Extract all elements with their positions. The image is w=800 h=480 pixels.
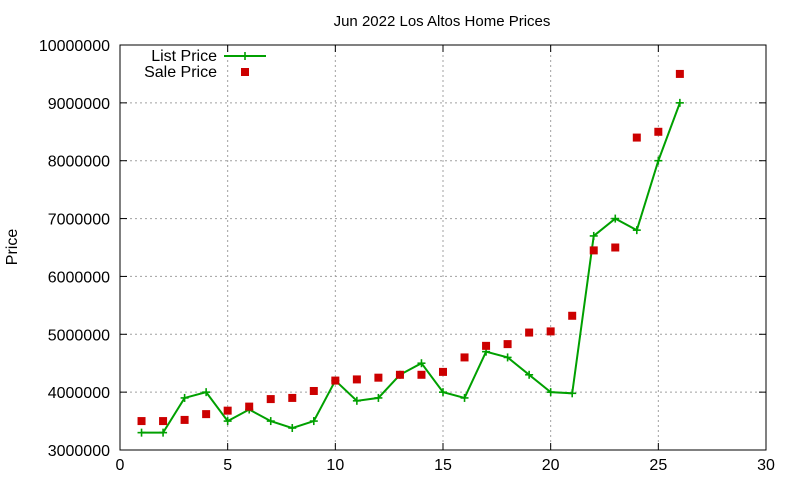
data-point-sale-price xyxy=(288,393,297,402)
data-point-sale-price xyxy=(374,373,383,382)
legend-label-sale-price: Sale Price xyxy=(144,64,217,81)
data-point-sale-price xyxy=(675,69,684,78)
data-point-list-price xyxy=(266,417,275,426)
legend-marker xyxy=(241,68,249,76)
data-point-sale-price xyxy=(417,370,426,379)
y-tick-label: 5000000 xyxy=(48,327,110,344)
legend-sample-sale-price xyxy=(241,68,249,76)
legend-marker xyxy=(241,52,249,60)
x-tick-label: 10 xyxy=(326,457,344,474)
legend: List Price Sale Price xyxy=(144,48,266,81)
legend-label-list-price: List Price xyxy=(151,48,217,65)
data-point-sale-price xyxy=(632,133,641,142)
x-tick-label: 15 xyxy=(434,457,452,474)
data-point-sale-price xyxy=(654,127,663,136)
y-tick-label: 8000000 xyxy=(48,154,110,171)
data-point-sale-price xyxy=(589,246,598,255)
data-point-list-price xyxy=(439,388,447,397)
data-point-sale-price xyxy=(309,386,318,395)
data-point-list-price xyxy=(675,98,684,107)
y-tick-label: 3000000 xyxy=(48,443,110,460)
data-point-list-price xyxy=(159,428,168,437)
data-point-list-price xyxy=(589,231,598,240)
data-point-sale-price xyxy=(482,341,491,350)
data-point-list-price xyxy=(374,393,383,402)
data-point-list-price xyxy=(611,214,620,223)
plot-frame xyxy=(119,44,767,451)
data-point-sale-price xyxy=(159,417,168,426)
x-tick-label: 5 xyxy=(223,457,232,474)
data-point-sale-price xyxy=(266,395,275,404)
data-point-list-price xyxy=(546,388,555,397)
data-point-sale-price xyxy=(180,415,189,424)
data-point-list-price xyxy=(460,393,469,402)
data-point-list-price xyxy=(223,417,232,426)
data-point-sale-price xyxy=(352,375,361,384)
data-point-sale-price xyxy=(525,328,534,337)
data-point-list-price xyxy=(568,389,577,398)
x-tick-label: 30 xyxy=(757,457,775,474)
legend-sample-list-price xyxy=(224,52,266,60)
data-point-list-price xyxy=(309,417,318,426)
y-tick-label: 9000000 xyxy=(48,96,110,113)
y-tick-labels: 3000000 4000000 5000000 6000000 7000000 80000… xyxy=(39,38,110,460)
data-point-list-price xyxy=(288,424,297,433)
data-point-list-price xyxy=(180,393,189,402)
data-point-sale-price xyxy=(223,406,232,415)
y-tick-label: 4000000 xyxy=(48,385,110,402)
series-sale-price xyxy=(137,69,684,426)
data-point-sale-price xyxy=(331,376,340,385)
x-tick-labels: 0 5 10 15 20 25 30 xyxy=(116,457,775,474)
data-point-list-price xyxy=(352,396,361,405)
data-point-sale-price xyxy=(503,340,512,349)
y-tick-label: 7000000 xyxy=(48,212,110,229)
data-point-list-price xyxy=(525,370,534,379)
data-point-sale-price xyxy=(568,311,577,320)
x-tick-label: 0 xyxy=(116,457,125,474)
data-point-sale-price xyxy=(439,367,447,376)
data-point-sale-price xyxy=(137,417,146,426)
chart-title: Jun 2022 Los Altos Home Prices xyxy=(334,13,551,30)
data-point-list-price xyxy=(654,156,663,165)
x-tick-label: 20 xyxy=(542,457,560,474)
data-point-list-price xyxy=(503,353,512,362)
series xyxy=(137,69,684,437)
data-point-list-price xyxy=(137,428,146,437)
data-point-sale-price xyxy=(460,353,469,362)
data-point-list-price xyxy=(202,388,211,397)
data-point-sale-price xyxy=(395,370,404,379)
data-point-sale-price xyxy=(611,243,620,252)
x-tick-label: 25 xyxy=(649,457,667,474)
data-point-sale-price xyxy=(245,402,254,411)
data-point-sale-price xyxy=(202,410,211,419)
y-tick-label: 10000000 xyxy=(39,38,110,55)
data-point-sale-price xyxy=(546,327,555,336)
data-point-list-price xyxy=(632,226,641,235)
data-point-list-price xyxy=(417,359,426,368)
y-axis-label: Price xyxy=(4,229,21,266)
y-tick-label: 6000000 xyxy=(48,269,110,286)
series-line-list-price xyxy=(141,102,681,434)
